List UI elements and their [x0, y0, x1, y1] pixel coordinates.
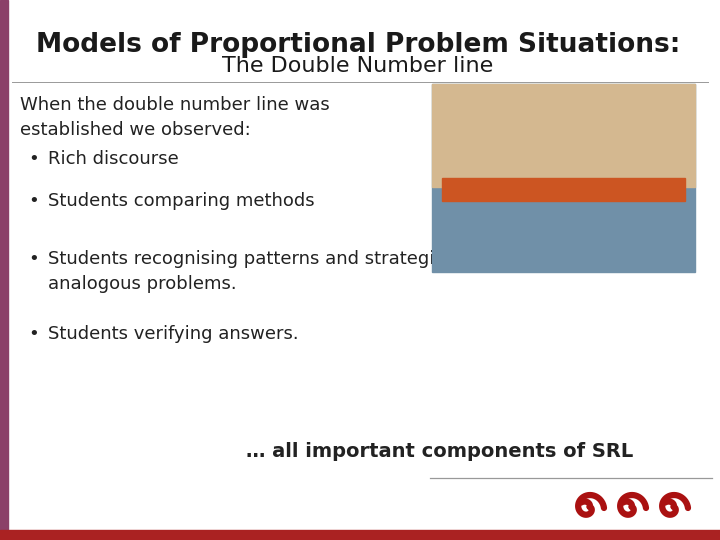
- Text: Rich discourse: Rich discourse: [48, 150, 179, 168]
- Text: Students verifying answers.: Students verifying answers.: [48, 325, 299, 343]
- Text: Students recognising patterns and strategies from
analogous problems.: Students recognising patterns and strate…: [48, 250, 503, 293]
- Text: … all important components of SRL: … all important components of SRL: [246, 442, 634, 461]
- Bar: [432, 84, 695, 187]
- Text: •: •: [28, 325, 39, 343]
- Text: •: •: [28, 150, 39, 168]
- Bar: [0, 530, 720, 540]
- Bar: [0, 0, 8, 540]
- Bar: [442, 178, 685, 200]
- Text: •: •: [28, 192, 39, 210]
- Text: •: •: [28, 250, 39, 268]
- Text: When the double number line was
established we observed:: When the double number line was establis…: [20, 96, 330, 139]
- Text: Models of Proportional Problem Situations:: Models of Proportional Problem Situation…: [36, 32, 680, 58]
- Bar: [432, 84, 695, 272]
- Text: Students comparing methods: Students comparing methods: [48, 192, 315, 210]
- Text: The Double Number line: The Double Number line: [222, 56, 494, 76]
